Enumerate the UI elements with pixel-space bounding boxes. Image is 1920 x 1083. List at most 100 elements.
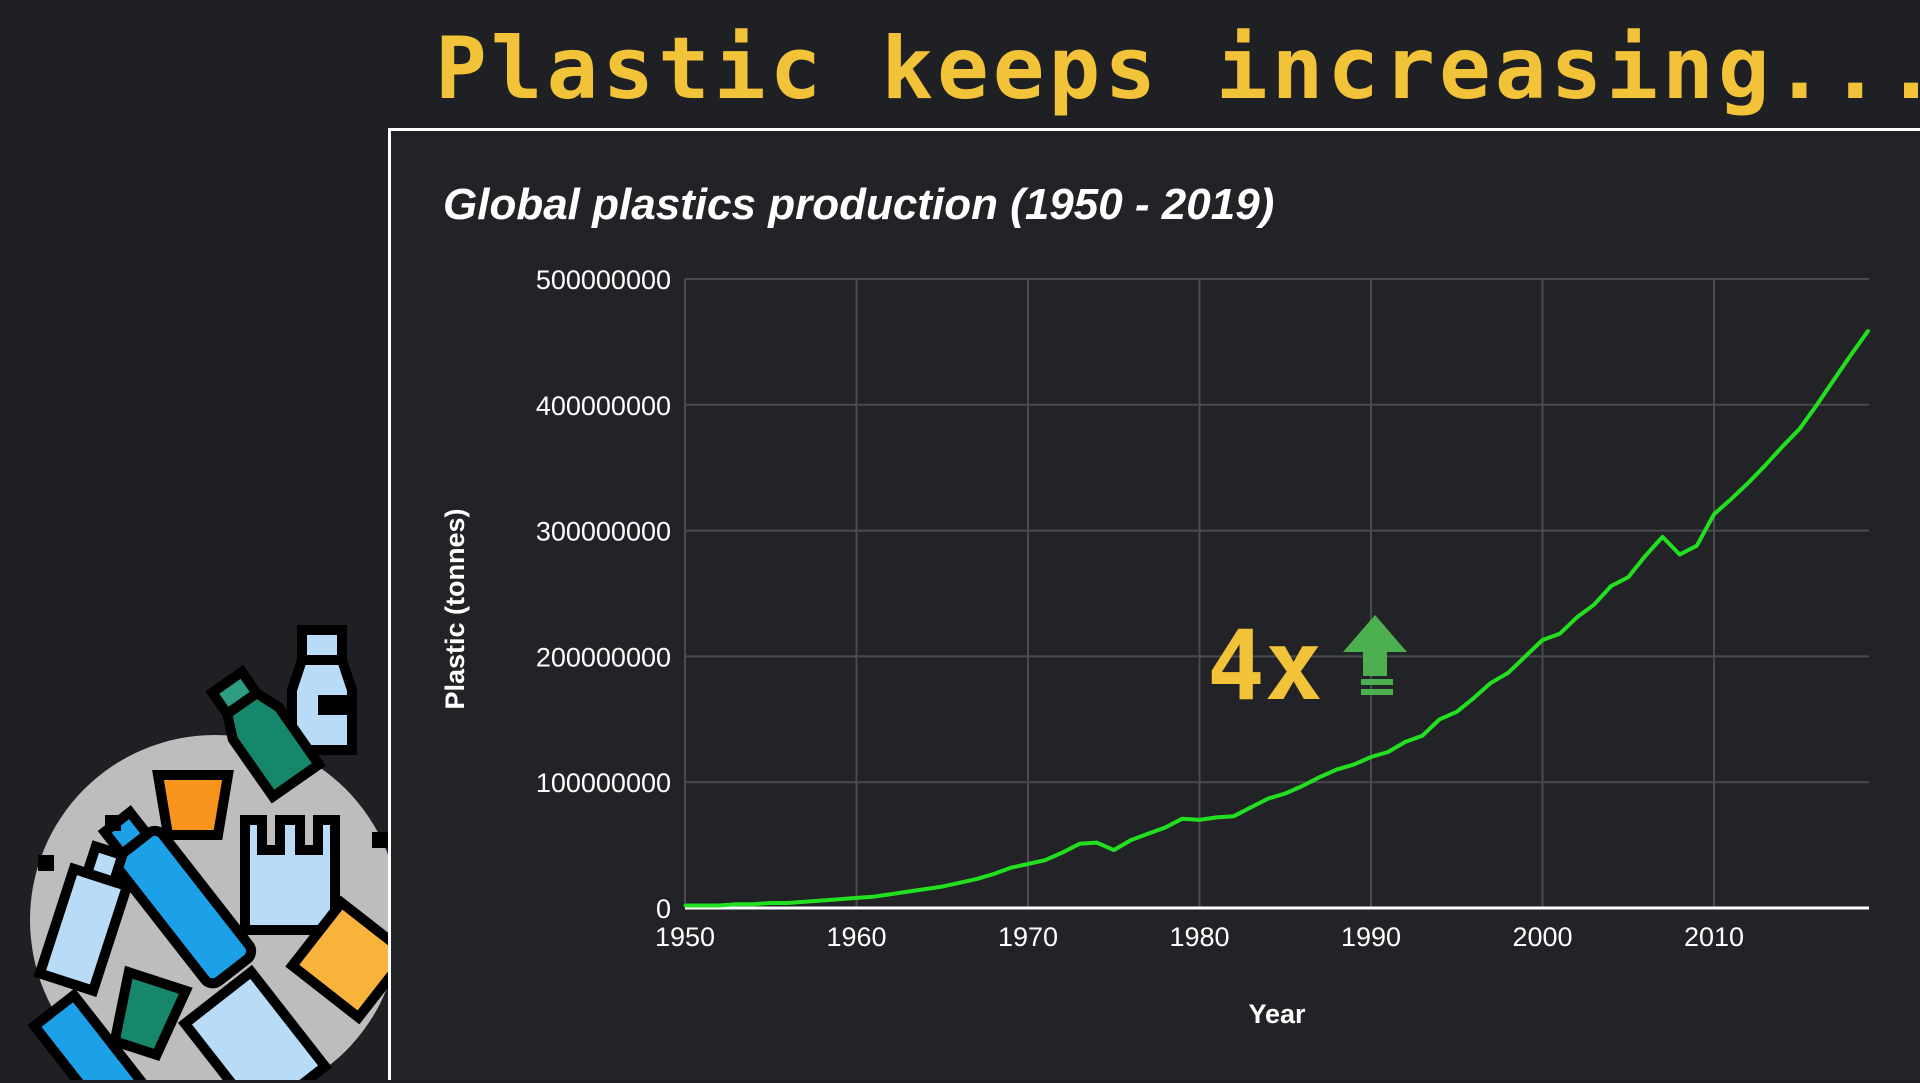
slide-title: Plastic keeps increasing... xyxy=(435,19,1920,119)
data-point xyxy=(1678,553,1682,557)
data-point xyxy=(1386,750,1390,754)
data-point xyxy=(1266,797,1270,801)
data-point xyxy=(1489,681,1493,685)
y-tick-label: 500000000 xyxy=(536,265,671,295)
data-point xyxy=(1198,818,1201,822)
y-tick-label: 400000000 xyxy=(536,391,671,421)
data-point xyxy=(837,897,841,901)
data-point xyxy=(1026,862,1030,866)
data-point xyxy=(1592,603,1596,607)
data-point xyxy=(923,887,927,891)
plastic-waste-pile-icon xyxy=(27,625,388,1080)
x-tick-label: 1950 xyxy=(655,922,715,952)
data-point xyxy=(1781,444,1785,448)
data-point xyxy=(1729,497,1733,501)
data-point xyxy=(786,901,790,905)
data-point xyxy=(992,872,996,876)
green-cup-icon xyxy=(108,965,193,1061)
data-point xyxy=(1300,784,1304,788)
data-point xyxy=(1369,755,1373,759)
white-bottle-icon xyxy=(33,840,134,998)
data-point xyxy=(1043,858,1047,862)
bottom-blue-bottle-icon xyxy=(27,988,149,1080)
y-tick-label: 100000000 xyxy=(536,768,671,798)
data-point xyxy=(717,903,721,907)
blue-bottle-icon xyxy=(97,805,257,989)
data-point xyxy=(1352,763,1356,767)
y-axis-label: Plastic (tonnes) xyxy=(440,508,470,709)
x-tick-label: 1960 xyxy=(826,922,886,952)
data-point xyxy=(1335,768,1339,772)
data-point xyxy=(1215,815,1219,819)
data-point xyxy=(1609,584,1613,588)
arrow-up-icon xyxy=(1343,615,1407,695)
growth-annotation: 4x xyxy=(1207,610,1407,722)
bottom-bag-icon xyxy=(177,964,333,1080)
data-point xyxy=(1575,615,1579,619)
x-tick-label: 2000 xyxy=(1512,922,1572,952)
green-bottle-icon xyxy=(205,664,326,804)
growth-multiplier-label: 4x xyxy=(1207,610,1323,722)
data-point xyxy=(1643,554,1647,558)
data-point xyxy=(1249,805,1253,809)
y-tick-label: 200000000 xyxy=(536,642,671,672)
plastic-bag-icon xyxy=(240,815,340,935)
data-point xyxy=(1832,378,1836,382)
data-point xyxy=(940,885,944,889)
x-tick-label: 1990 xyxy=(1341,922,1401,952)
data-point xyxy=(1318,775,1322,779)
data-point xyxy=(683,903,687,907)
data-point xyxy=(1506,671,1510,675)
data-point xyxy=(1077,842,1081,846)
data-point xyxy=(1232,814,1236,818)
data-point xyxy=(1763,463,1767,467)
series-line xyxy=(685,329,1870,908)
carton-icon xyxy=(285,895,388,1025)
data-point xyxy=(1129,838,1133,842)
data-point xyxy=(1095,841,1099,845)
data-point xyxy=(1060,851,1064,855)
data-point xyxy=(906,890,910,894)
data-point xyxy=(975,877,979,881)
data-point xyxy=(1420,734,1424,738)
data-point xyxy=(820,898,824,902)
data-point xyxy=(855,896,858,900)
data-point xyxy=(1009,866,1013,870)
y-tick-label: 0 xyxy=(656,894,671,924)
data-point xyxy=(700,903,704,907)
data-point xyxy=(769,901,773,905)
data-point xyxy=(1146,832,1150,836)
data-point xyxy=(957,881,961,885)
data-point xyxy=(1472,696,1476,700)
data-point xyxy=(1695,544,1699,548)
x-tick-label: 1970 xyxy=(998,922,1058,952)
data-point xyxy=(1523,654,1527,658)
data-point xyxy=(1866,329,1870,333)
bottle-icon xyxy=(287,625,357,755)
data-point xyxy=(1112,848,1116,852)
data-point xyxy=(1626,575,1630,579)
data-point xyxy=(889,892,893,896)
chart-title: Global plastics production (1950 - 2019) xyxy=(443,180,1274,229)
data-point xyxy=(1403,740,1407,744)
data-point xyxy=(872,895,876,899)
data-point xyxy=(1455,710,1459,714)
x-axis-label: Year xyxy=(1248,999,1306,1029)
data-point xyxy=(803,900,807,904)
chart: Global plastics production (1950 - 2019)… xyxy=(440,180,1870,1029)
y-tick-label: 300000000 xyxy=(536,517,671,547)
x-tick-label: 2010 xyxy=(1684,922,1744,952)
data-point xyxy=(1438,717,1442,721)
data-point xyxy=(1798,427,1802,431)
data-point xyxy=(1815,403,1819,407)
x-tick-label: 1980 xyxy=(1169,922,1229,952)
data-point xyxy=(1283,792,1287,796)
cup-icon xyxy=(152,770,234,840)
chart-panel: Global plastics production (1950 - 2019)… xyxy=(388,128,1920,1080)
data-point xyxy=(1849,352,1853,356)
data-point xyxy=(1163,825,1167,829)
data-point xyxy=(1661,535,1665,539)
data-point xyxy=(1180,817,1184,821)
data-point xyxy=(752,902,756,906)
data-point xyxy=(734,902,738,906)
